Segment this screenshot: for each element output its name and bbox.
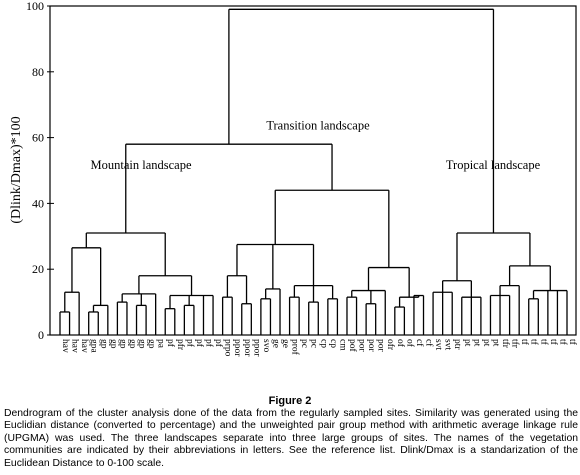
leaf-label: tfr [510, 339, 521, 349]
leaf-label: pfr [175, 339, 186, 351]
y-tick-label: 20 [32, 262, 44, 276]
leaf-label: cp [328, 339, 338, 348]
y-tick-label: 60 [32, 131, 44, 145]
leaf-label: ptr [452, 339, 462, 350]
figure-caption: Dendrogram of the cluster analysis done … [4, 408, 578, 469]
leaf-label: pa [156, 339, 166, 349]
leaf-label: ofr [385, 339, 396, 351]
leaf-label: tf [567, 339, 578, 346]
leaf-label: ppor [251, 339, 261, 357]
plot-frame [49, 5, 577, 336]
leaf-label: of [404, 339, 415, 348]
leaf-label: prpo [223, 339, 233, 357]
leaf-label: of [395, 339, 406, 348]
figure-title: Figure 2 [268, 395, 312, 407]
leaf-label: pf [213, 339, 224, 348]
leaf-label: pt [481, 339, 491, 347]
leaf-label: tf [519, 339, 530, 346]
leaf-label: hav [60, 339, 70, 353]
leaf-label: gp [146, 339, 156, 349]
leaf-label: gp [117, 339, 127, 349]
chart-axes [47, 5, 577, 336]
leaf-label: pc [309, 339, 319, 348]
y-tick-labels: 0 20 40 60 80 100 [26, 0, 44, 342]
y-tick-label: 100 [26, 0, 44, 13]
leaf-label: gpa [89, 339, 99, 354]
leaf-label: gp [98, 339, 108, 349]
leaf-label: tf [557, 339, 568, 346]
leaf-label: prof [290, 339, 301, 356]
leaf-label: svt [443, 339, 453, 350]
y-tick-label: 80 [32, 65, 44, 79]
leaf-label: gp [137, 339, 147, 349]
leaf-label: ppor [242, 339, 252, 357]
leaf-label: hav [79, 339, 89, 353]
leaf-label: pof [347, 339, 358, 353]
leaf-label: svo [261, 339, 271, 352]
landscape-label: Transition landscape [266, 118, 370, 132]
landscape-label: Tropical landscape [446, 158, 541, 172]
leaf-label: ge [280, 339, 290, 348]
leaf-label: por [376, 339, 386, 353]
y-tick-label: 40 [32, 196, 44, 210]
leaf-label: tf [548, 339, 559, 346]
leaf-label: pt [471, 339, 481, 347]
leaf-label: cf [414, 339, 425, 347]
leaf-label: tf [529, 339, 540, 346]
leaf-label: pt [462, 339, 472, 347]
leaf-label: por [357, 339, 367, 353]
leaf-label: pf [184, 339, 195, 348]
leaf-label: pf [165, 339, 176, 348]
leaf-label: cm [337, 339, 347, 351]
y-axis-label: (Dlink/Dmax)*100 [9, 116, 24, 223]
y-tick-label: 0 [38, 328, 44, 342]
leaf-label: gp [108, 339, 118, 349]
leaf-label: pt [490, 339, 500, 347]
leaf-label: hav [70, 339, 80, 353]
leaf-labels: hav hav hav gpa gp gp gp gp gp gp pa pf pfr pf pf pf pf p… [60, 339, 578, 357]
leaf-label: pc [299, 339, 309, 348]
leaf-label: cp [318, 339, 328, 348]
leaf-label: gp [127, 339, 137, 349]
leaf-label: cf [424, 339, 435, 347]
leaf-label: pf [203, 339, 214, 348]
landscape-label: Mountain landscape [90, 158, 191, 172]
leaf-label: pf [194, 339, 205, 348]
dendrogram-branches [59, 8, 568, 335]
leaf-label: svt [433, 339, 443, 350]
leaf-label: ge [270, 339, 280, 348]
leaf-label: tfr [500, 339, 511, 349]
leaf-label: ppor [232, 339, 242, 357]
leaf-label: tf [538, 339, 549, 346]
leaf-label: por [366, 339, 376, 353]
landscape-annotations: Mountain landscape Transition landscape Tr… [90, 118, 540, 171]
